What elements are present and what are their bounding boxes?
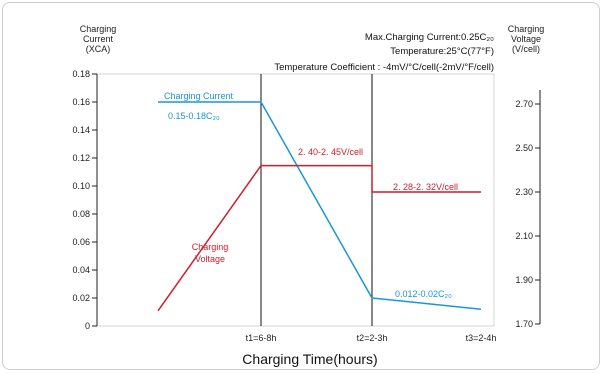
info-line: Max.Charging Current:0.25C₂₀ [365, 32, 494, 43]
left-tick-label: 0.18 [72, 69, 90, 79]
left-axis-title-line: (XCA) [86, 44, 111, 54]
x-axis-title: Charging Time(hours) [242, 351, 377, 367]
right-tick-label: 1.90 [515, 275, 533, 285]
left-axis-title-line: Charging [80, 24, 117, 34]
annotation-current-name: Charging Current [164, 91, 234, 101]
annotation-current-range: 0.15-0.18C₂₀ [168, 111, 220, 121]
right-axis-title-line: Charging [508, 24, 545, 34]
left-tick-label: 0.10 [72, 181, 90, 191]
left-tick-label: 0 [85, 321, 90, 331]
annotation-voltage-name-line: Charging [192, 242, 229, 252]
annotation-voltage-name-line: Voltage [195, 254, 225, 264]
left-tick-label: 0.08 [72, 209, 90, 219]
right-tick-label: 2.50 [515, 143, 533, 153]
chart-frame [2, 2, 600, 370]
left-tick-label: 0.14 [72, 125, 90, 135]
right-tick-label: 2.10 [515, 231, 533, 241]
left-tick-label: 0.16 [72, 97, 90, 107]
annotation-current-end: 0.012-0.02C₂₀ [395, 289, 452, 299]
left-tick-label: 0.06 [72, 237, 90, 247]
info-line: Temperature:25°C(77°F) [390, 46, 494, 57]
left-axis-title-line: Current [83, 34, 114, 44]
charging-current-line [158, 101, 482, 310]
right-tick-label: 1.70 [515, 319, 533, 329]
x-tick-label: t1=6-8h [246, 333, 277, 343]
left-tick-label: 0.04 [72, 265, 90, 275]
x-tick-label: t3=2-4h [466, 333, 497, 343]
info-line: Temperature Coefficient : -4mV/°C/cell(-… [274, 62, 494, 73]
right-tick-label: 2.70 [515, 99, 533, 109]
annotation-voltage-stage2: 2. 40-2. 45V/cell [298, 147, 363, 157]
annotation-voltage-stage3: 2. 28-2. 32V/cell [393, 182, 458, 192]
right-axis-title-line: (V/cell) [512, 44, 540, 54]
x-tick-label: t2=2-3h [357, 333, 388, 343]
right-tick-label: 2.30 [515, 187, 533, 197]
left-tick-label: 0.02 [72, 293, 90, 303]
right-axis-title-line: Voltage [511, 34, 541, 44]
left-tick-label: 0.12 [72, 153, 90, 163]
